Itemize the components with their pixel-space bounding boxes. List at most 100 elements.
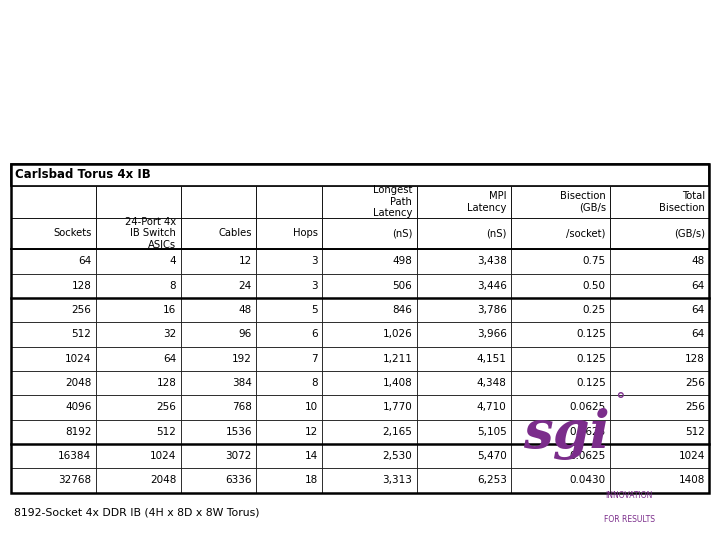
Bar (11, 371, 96, 395)
Text: sgi: sgi (523, 408, 610, 461)
Bar (511, 218, 610, 249)
Bar (610, 444, 709, 468)
Text: 2,165: 2,165 (382, 427, 413, 437)
Text: 5,105: 5,105 (477, 427, 507, 437)
Bar (511, 395, 610, 420)
Text: 1,026: 1,026 (382, 329, 413, 340)
Bar (610, 298, 709, 322)
Bar (181, 322, 256, 347)
Text: 846: 846 (392, 305, 413, 315)
Bar (11, 186, 96, 218)
Bar (511, 371, 610, 395)
Text: MPI
Latency: MPI Latency (467, 191, 507, 213)
Bar (181, 347, 256, 371)
Text: 0.50: 0.50 (582, 281, 606, 291)
Text: Total
Bisection: Total Bisection (659, 191, 705, 213)
Text: 32: 32 (163, 329, 176, 340)
Text: 512: 512 (71, 329, 91, 340)
Bar (96, 444, 181, 468)
Bar (610, 218, 709, 249)
Text: 64: 64 (78, 256, 91, 266)
Bar (11, 249, 96, 274)
Bar (323, 347, 417, 371)
Bar (256, 298, 323, 322)
Text: Hops: Hops (293, 228, 318, 239)
Text: 8192: 8192 (65, 427, 91, 437)
Text: 6: 6 (311, 329, 318, 340)
Bar (323, 249, 417, 274)
Text: 3072: 3072 (225, 451, 252, 461)
Bar (511, 274, 610, 298)
Text: 16384: 16384 (58, 451, 91, 461)
Bar (610, 420, 709, 444)
Text: /socket): /socket) (567, 228, 606, 239)
Text: 3,786: 3,786 (477, 305, 507, 315)
Text: 128: 128 (156, 378, 176, 388)
Bar (256, 274, 323, 298)
Text: 4,348: 4,348 (477, 378, 507, 388)
Bar (417, 468, 511, 492)
Bar (181, 444, 256, 468)
Text: FOR RESULTS: FOR RESULTS (604, 515, 654, 524)
Bar (256, 249, 323, 274)
Text: 24: 24 (238, 281, 252, 291)
Bar (181, 186, 256, 218)
Text: 498: 498 (392, 256, 413, 266)
Text: 0.0625: 0.0625 (570, 451, 606, 461)
Text: 0.125: 0.125 (576, 329, 606, 340)
Bar (11, 420, 96, 444)
Bar (417, 420, 511, 444)
Bar (511, 420, 610, 444)
Text: 64: 64 (163, 354, 176, 364)
Bar (96, 298, 181, 322)
Bar (11, 468, 96, 492)
Text: 3,966: 3,966 (477, 329, 507, 340)
Text: 0.0625: 0.0625 (570, 427, 606, 437)
Text: 768: 768 (232, 402, 252, 413)
Bar (11, 164, 709, 186)
Text: 0.125: 0.125 (576, 354, 606, 364)
Bar (417, 186, 511, 218)
Text: 0.125: 0.125 (576, 378, 606, 388)
Bar (417, 395, 511, 420)
Text: 7: 7 (311, 354, 318, 364)
Bar (323, 274, 417, 298)
Bar (181, 468, 256, 492)
Text: 1024: 1024 (65, 354, 91, 364)
Text: 16: 16 (163, 305, 176, 315)
Bar (323, 468, 417, 492)
Bar (181, 371, 256, 395)
Text: 1024: 1024 (678, 451, 705, 461)
Text: 2048: 2048 (65, 378, 91, 388)
Bar (96, 249, 181, 274)
Bar (610, 186, 709, 218)
Bar (256, 444, 323, 468)
Bar (256, 186, 323, 218)
Text: 3,446: 3,446 (477, 281, 507, 291)
Text: INNOVATION: INNOVATION (606, 491, 653, 501)
Text: Longest
Path
Latency: Longest Path Latency (373, 185, 413, 218)
Text: 12: 12 (238, 256, 252, 266)
Bar (323, 420, 417, 444)
Bar (511, 444, 610, 468)
Bar (256, 218, 323, 249)
Text: (nS): (nS) (486, 228, 507, 239)
Bar (11, 164, 709, 492)
Text: Cables: Cables (218, 228, 252, 239)
Text: 1,770: 1,770 (382, 402, 413, 413)
Bar (11, 218, 96, 249)
Text: 8: 8 (170, 281, 176, 291)
Text: 18: 18 (305, 475, 318, 485)
Bar (511, 298, 610, 322)
Bar (511, 347, 610, 371)
Text: 1,211: 1,211 (382, 354, 413, 364)
Bar (11, 444, 96, 468)
Text: 4096: 4096 (65, 402, 91, 413)
Bar (256, 420, 323, 444)
Bar (511, 468, 610, 492)
Bar (256, 347, 323, 371)
Text: 4,710: 4,710 (477, 402, 507, 413)
Text: 2,530: 2,530 (382, 451, 413, 461)
Text: 5: 5 (311, 305, 318, 315)
Bar (256, 468, 323, 492)
